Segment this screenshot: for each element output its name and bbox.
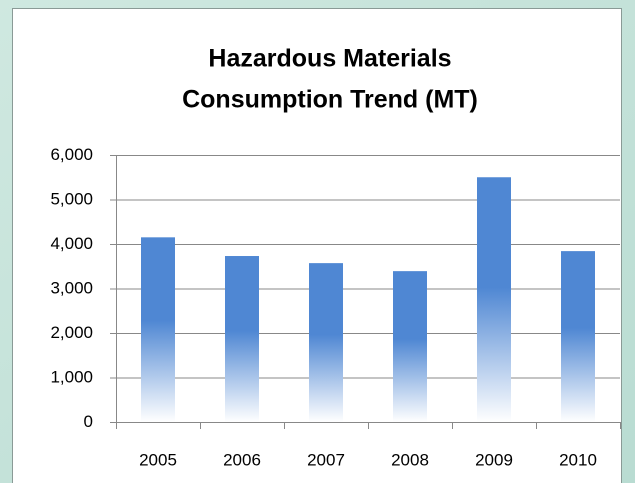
x-tick-label: 2009 xyxy=(475,450,513,469)
y-tick-label: 5,000 xyxy=(50,189,93,208)
bar xyxy=(393,271,427,422)
x-tick-label: 2007 xyxy=(307,450,345,469)
x-tick-label: 2005 xyxy=(139,450,177,469)
chart-title: Hazardous Materials xyxy=(208,45,451,73)
bar xyxy=(309,263,343,422)
y-tick-label: 6,000 xyxy=(50,145,93,164)
bar xyxy=(141,237,175,422)
bar xyxy=(561,251,595,422)
y-tick-label: 0 xyxy=(84,412,93,431)
y-tick-label: 1,000 xyxy=(50,367,93,386)
bar xyxy=(477,177,511,422)
chart-title: Consumption Trend (MT) xyxy=(182,86,478,114)
y-tick-label: 2,000 xyxy=(50,323,93,342)
y-tick-label: 3,000 xyxy=(50,278,93,297)
bar xyxy=(225,256,259,422)
y-tick-label: 4,000 xyxy=(50,234,93,253)
x-tick-label: 2006 xyxy=(223,450,261,469)
x-tick-label: 2008 xyxy=(391,450,429,469)
x-tick-label: 2010 xyxy=(559,450,597,469)
